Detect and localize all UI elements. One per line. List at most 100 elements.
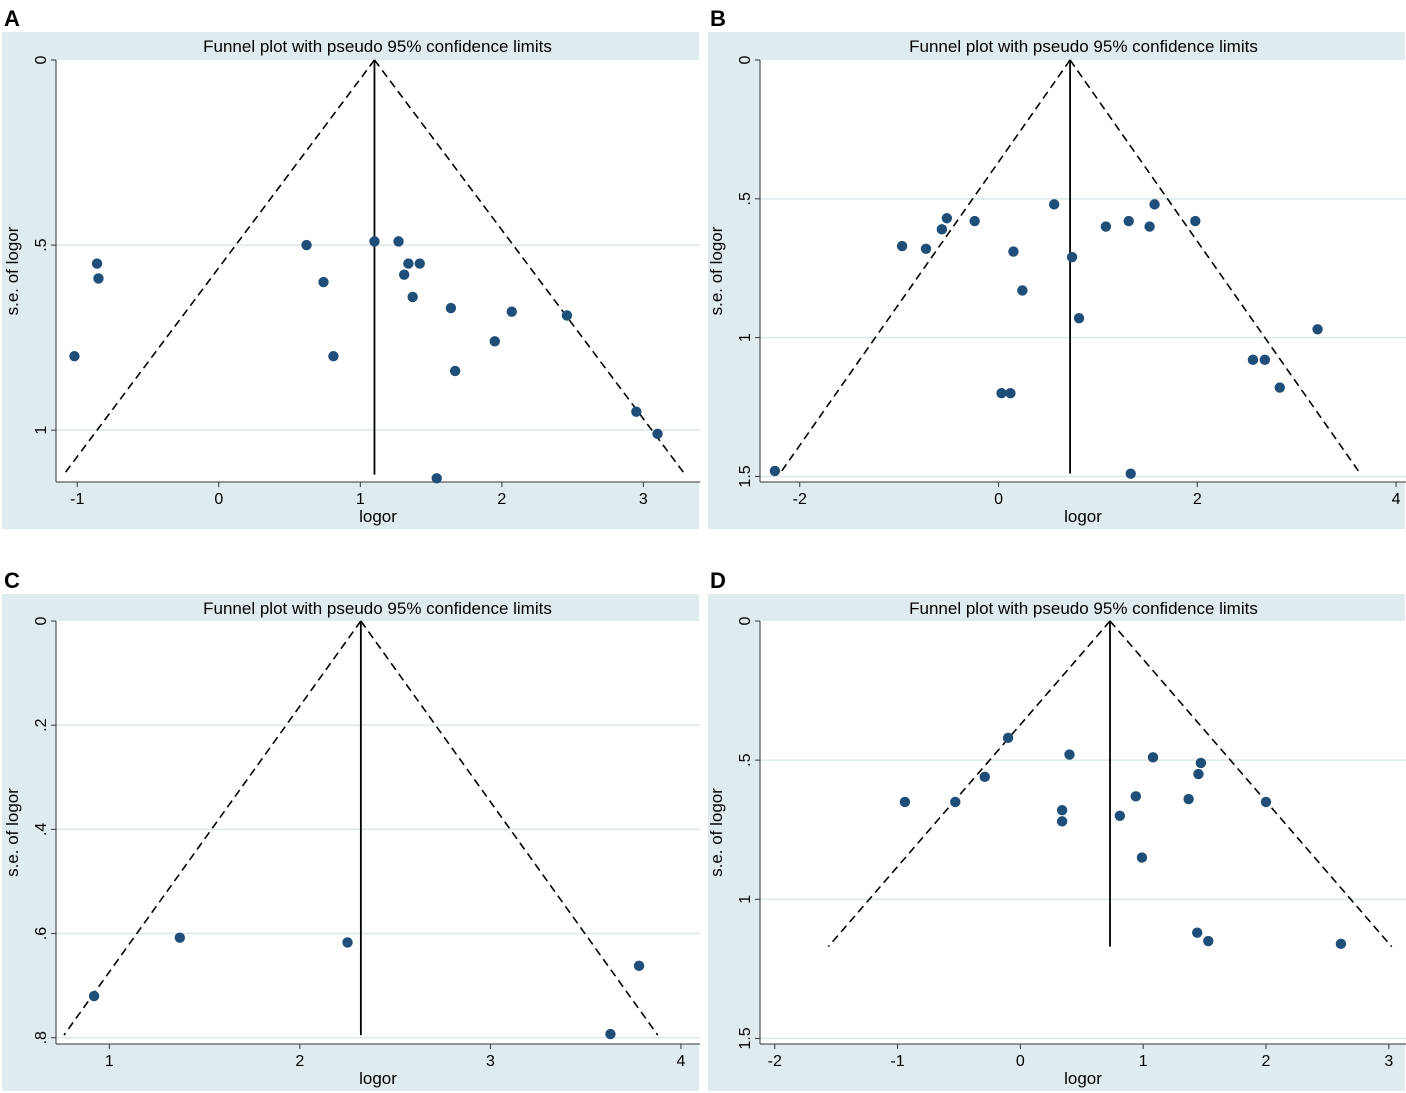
panel-c: C Funnel plot with pseudo 95% confidence … (2, 568, 700, 1091)
study-point (605, 1028, 616, 1040)
panel-label: C (4, 568, 20, 593)
panel-label: B (710, 6, 726, 31)
y-tick-label: 1.5 (737, 1027, 754, 1049)
y-tick-label: .4 (33, 823, 50, 836)
study-point (896, 240, 908, 252)
y-tick-label: 1.5 (737, 465, 754, 487)
x-tick-label: 0 (214, 491, 223, 508)
study-point (1190, 215, 1201, 227)
study-point (398, 269, 410, 280)
study-point (414, 258, 425, 269)
study-point (369, 236, 380, 247)
x-tick-label: 4 (676, 1053, 685, 1070)
study-point (431, 473, 442, 484)
y-tick-label: .5 (737, 192, 754, 205)
study-point (407, 291, 418, 303)
study-point (1136, 852, 1148, 863)
study-point (1073, 312, 1085, 324)
study-point (633, 960, 645, 972)
lower-confidence-limit (63, 620, 362, 1036)
study-point (1100, 221, 1112, 232)
study-point (561, 310, 573, 321)
chart-title: Funnel plot with pseudo 95% confidence l… (203, 37, 552, 56)
upper-confidence-limit (1069, 59, 1361, 475)
study-point (301, 239, 312, 251)
y-tick-label: 0 (33, 616, 50, 625)
x-tick-label: -1 (890, 1053, 904, 1070)
x-tick-label: 4 (1392, 491, 1401, 508)
x-tick-label: -2 (793, 491, 807, 508)
study-point (1056, 805, 1068, 816)
x-tick-label: -2 (768, 1053, 782, 1070)
x-tick-label: 3 (639, 491, 648, 508)
y-tick-label: .5 (33, 238, 50, 251)
study-point (1149, 199, 1160, 210)
plot-area (760, 60, 1406, 482)
study-point (1203, 935, 1214, 947)
study-point (403, 258, 414, 269)
study-point (1002, 732, 1014, 744)
study-point (1064, 749, 1075, 760)
x-tick-label: 2 (1193, 491, 1202, 508)
x-tick-label: 0 (994, 491, 1003, 508)
panel-d: D Funnel plot with pseudo 95% confidence … (707, 568, 1406, 1091)
upper-confidence-limit (1109, 620, 1393, 948)
x-axis-title: logor (1064, 1069, 1102, 1088)
study-point (1017, 285, 1028, 296)
x-axis-title: logor (1064, 507, 1102, 526)
x-tick-label: 2 (1262, 1053, 1271, 1070)
upper-confidence-limit (373, 59, 686, 476)
study-point (88, 990, 100, 1002)
plot-area (56, 621, 700, 1044)
study-point (91, 258, 103, 269)
panel-b: B Funnel plot with pseudo 95% confidence … (707, 6, 1406, 529)
study-point (1005, 387, 1016, 399)
study-point (631, 406, 642, 417)
plot-area (56, 60, 700, 482)
study-point (1125, 468, 1136, 479)
study-point (445, 302, 457, 314)
study-point (1008, 246, 1019, 257)
lower-confidence-limit (779, 59, 1071, 475)
chart-title: Funnel plot with pseudo 95% confidence l… (909, 37, 1258, 56)
x-tick-label: 3 (486, 1053, 495, 1070)
lower-confidence-limit (827, 620, 1111, 948)
study-point (1193, 768, 1204, 780)
study-point (1274, 382, 1285, 393)
x-tick-label: 1 (105, 1053, 114, 1070)
study-point (1048, 199, 1060, 210)
chart-title: Funnel plot with pseudo 95% confidence l… (203, 599, 552, 618)
lower-confidence-limit (63, 59, 376, 476)
x-tick-label: 0 (1016, 1053, 1025, 1070)
study-point (174, 932, 186, 943)
chart-title: Funnel plot with pseudo 95% confidence l… (909, 599, 1258, 618)
y-axis-title: s.e. of logor (3, 226, 22, 315)
study-point (1312, 324, 1323, 335)
study-point (996, 387, 1007, 399)
y-tick-label: .2 (33, 718, 50, 731)
x-tick-label: 3 (1384, 1053, 1393, 1070)
study-point (1183, 793, 1194, 805)
study-point (920, 243, 932, 254)
study-point (969, 215, 980, 227)
study-point (489, 336, 500, 347)
study-point (328, 350, 339, 362)
x-tick-label: 1 (356, 491, 365, 508)
y-tick-label: .6 (33, 927, 50, 940)
study-point (393, 236, 404, 247)
study-point (936, 224, 948, 235)
y-axis-title: s.e. of logor (707, 226, 726, 315)
study-point (1144, 221, 1155, 232)
y-tick-label: 0 (33, 55, 50, 64)
study-point (1192, 927, 1203, 938)
y-tick-label: 1 (33, 426, 50, 435)
y-tick-label: .5 (737, 753, 754, 766)
upper-confidence-limit (360, 620, 659, 1036)
study-point (1056, 816, 1068, 827)
study-point (979, 771, 990, 783)
study-point (342, 937, 353, 948)
y-tick-label: 0 (737, 55, 754, 64)
y-tick-label: 0 (737, 616, 754, 625)
study-point (69, 350, 80, 362)
